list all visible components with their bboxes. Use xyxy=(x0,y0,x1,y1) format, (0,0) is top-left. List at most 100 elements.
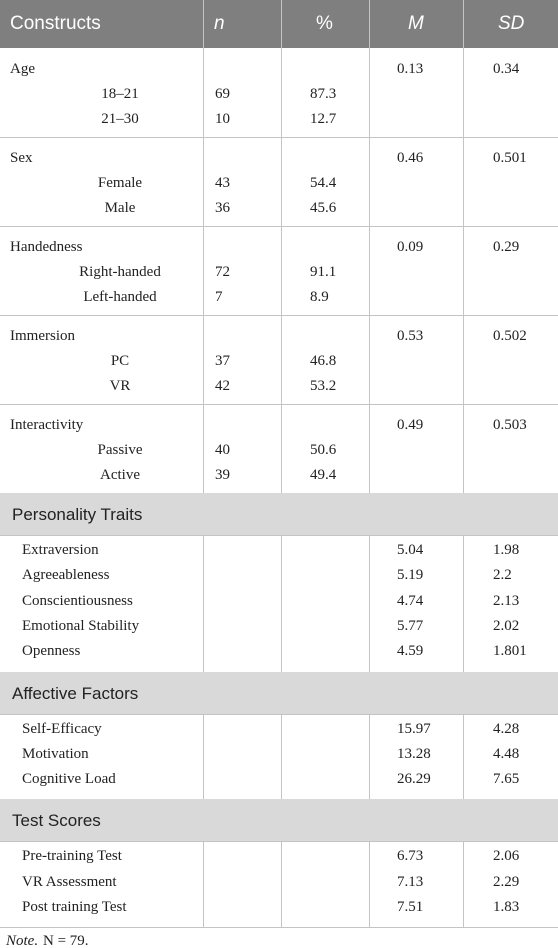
item-label: VR xyxy=(109,378,131,394)
column-border xyxy=(463,48,464,137)
item-label: PC xyxy=(110,353,130,369)
sd-value: 4.28 xyxy=(493,720,520,737)
column-border xyxy=(463,535,464,672)
column-border xyxy=(203,137,204,226)
column-border xyxy=(203,841,204,928)
mean-value: 4.59 xyxy=(397,643,424,660)
column-border xyxy=(463,226,464,315)
sd-value: 4.48 xyxy=(493,745,520,762)
sd-value: 2.06 xyxy=(493,848,520,865)
pct-value: 49.4 xyxy=(310,467,337,483)
column-border xyxy=(463,137,464,226)
n-value: 39 xyxy=(215,467,230,483)
section-title: Personality Traits xyxy=(12,505,143,524)
column-border xyxy=(203,226,204,315)
sd-value: 0.501 xyxy=(493,150,527,166)
sd-value: 1.98 xyxy=(493,542,520,558)
column-border xyxy=(369,226,370,315)
row-label: Post training Test xyxy=(22,899,127,915)
mean-value: 0.49 xyxy=(397,417,424,433)
mean-value: 15.97 xyxy=(397,720,431,737)
column-border xyxy=(281,137,282,226)
sd-value: 1.801 xyxy=(493,643,527,660)
row-label: Agreeableness xyxy=(22,567,110,584)
column-border xyxy=(203,0,204,48)
column-border xyxy=(369,48,370,137)
column-border xyxy=(369,404,370,493)
mean-value: 0.09 xyxy=(397,239,424,255)
column-border xyxy=(369,841,370,928)
column-border xyxy=(203,535,204,672)
note-text: N = 79. xyxy=(43,933,89,948)
n-value: 72 xyxy=(215,264,230,280)
sd-value: 0.29 xyxy=(493,239,520,255)
section-header xyxy=(0,799,558,842)
column-border xyxy=(281,0,282,48)
column-border xyxy=(369,137,370,226)
group-label: Immersion xyxy=(10,328,75,344)
column-border xyxy=(281,535,282,672)
group-label: Age xyxy=(10,61,35,77)
column-border xyxy=(203,404,204,493)
column-header: SD xyxy=(498,13,525,34)
n-value: 69 xyxy=(215,86,230,102)
row-label: Conscientiousness xyxy=(22,592,133,609)
mean-value: 4.74 xyxy=(397,592,424,609)
row-border xyxy=(0,137,558,138)
sd-value: 7.65 xyxy=(493,771,520,788)
section-title: Affective Factors xyxy=(12,683,139,703)
column-border xyxy=(281,404,282,493)
mean-value: 13.28 xyxy=(397,745,431,762)
pct-value: 91.1 xyxy=(310,264,337,280)
pct-value: 12.7 xyxy=(310,111,337,127)
row-label: Motivation xyxy=(22,745,89,762)
column-border xyxy=(463,315,464,404)
mean-value: 7.13 xyxy=(397,873,424,890)
pct-value: 46.8 xyxy=(310,353,337,369)
column-header: M xyxy=(408,13,424,34)
pct-value: 87.3 xyxy=(310,86,337,102)
item-label: 21–30 xyxy=(101,111,139,127)
mean-value: 0.46 xyxy=(397,150,424,166)
column-border xyxy=(281,226,282,315)
row-label: Extraversion xyxy=(22,542,99,558)
pct-value: 45.6 xyxy=(310,200,337,216)
n-value: 42 xyxy=(215,378,230,394)
column-border xyxy=(281,315,282,404)
mean-value: 5.77 xyxy=(397,617,424,634)
column-header: Constructs xyxy=(10,13,101,34)
sd-value: 2.2 xyxy=(493,567,512,584)
sd-value: 2.13 xyxy=(493,592,520,609)
mean-value: 5.04 xyxy=(397,542,424,558)
row-border xyxy=(0,841,558,843)
mean-value: 6.73 xyxy=(397,848,424,865)
pct-value: 50.6 xyxy=(310,442,337,458)
column-border xyxy=(281,841,282,928)
pct-value: 8.9 xyxy=(310,289,329,305)
row-border xyxy=(0,713,558,715)
group-label: Handedness xyxy=(10,239,83,255)
row-border xyxy=(0,315,558,316)
n-value: 10 xyxy=(215,111,230,127)
column-border xyxy=(463,404,464,493)
item-label: Male xyxy=(104,200,136,216)
n-value: 7 xyxy=(215,289,223,305)
n-value: 43 xyxy=(215,175,230,191)
mean-value: 0.53 xyxy=(397,328,424,344)
column-header: n xyxy=(214,13,225,34)
row-border xyxy=(0,226,558,227)
item-label: Right-handed xyxy=(79,264,161,280)
row-border xyxy=(0,535,558,536)
column-border xyxy=(369,535,370,672)
sd-value: 0.503 xyxy=(493,417,527,433)
column-border xyxy=(369,0,370,48)
item-label: Female xyxy=(97,175,143,191)
n-value: 40 xyxy=(215,442,230,458)
pct-value: 53.2 xyxy=(310,378,337,394)
section-header xyxy=(0,493,558,535)
mean-value: 0.13 xyxy=(397,61,424,77)
section-header xyxy=(0,671,558,714)
column-border xyxy=(281,48,282,137)
note-label: Note. xyxy=(6,933,39,948)
